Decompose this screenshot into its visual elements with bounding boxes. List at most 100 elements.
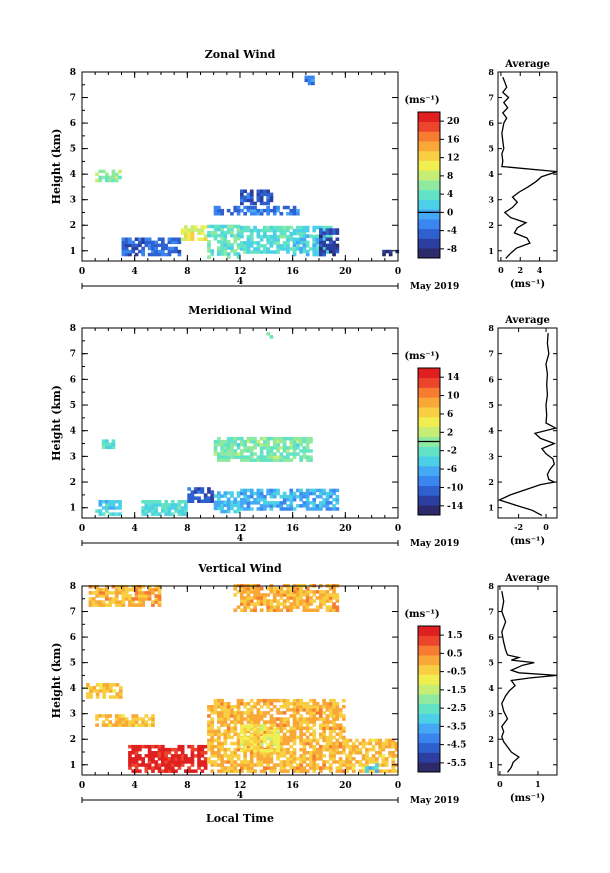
heatmap-cell (272, 769, 277, 773)
heatmap-cell (187, 496, 191, 500)
heatmap-cell (98, 603, 103, 607)
heatmap-cell (253, 498, 257, 502)
heatmap-cell (368, 766, 373, 770)
heatmap-cell (233, 455, 238, 459)
heatmap-cell (378, 769, 382, 773)
heatmap-cell (233, 500, 238, 504)
heatmap-cell (246, 763, 251, 767)
heatmap-cell (342, 729, 346, 733)
heatmap-cell (151, 600, 155, 604)
avg-y-tick-label: 2 (488, 220, 494, 230)
heatmap-cell (358, 747, 363, 752)
heatmap-cell (256, 754, 261, 758)
heatmap-cell (154, 252, 159, 257)
heatmap-cell (230, 705, 234, 709)
colorbar-tick-label: 16 (447, 135, 460, 145)
heatmap-cell (292, 252, 297, 257)
heatmap-cell (154, 509, 159, 513)
heatmap-cell (332, 498, 336, 502)
heatmap-cell (236, 757, 241, 761)
heatmap-cell (256, 443, 261, 447)
heatmap-cell (312, 729, 317, 733)
heatmap-cell (190, 234, 195, 238)
heatmap-cell (161, 769, 165, 773)
heatmap-cell (302, 593, 307, 597)
heatmap-cell (282, 766, 287, 770)
heatmap-cell (249, 705, 254, 709)
heatmap-cell (342, 726, 346, 730)
heatmap-cell (266, 228, 270, 233)
heatmap-cell (289, 602, 294, 606)
heatmap-cell (319, 602, 323, 606)
heatmap-cell (279, 720, 284, 724)
heatmap-cell (217, 751, 221, 755)
heatmap-cell (259, 458, 264, 462)
heatmap-cell (282, 590, 287, 594)
heatmap-cell (289, 458, 294, 462)
heatmap-cell (381, 760, 386, 764)
y-tick-label: 5 (70, 145, 76, 155)
heatmap-cell (263, 760, 267, 764)
heatmap-cell (180, 744, 185, 749)
heatmap-cell (302, 501, 307, 505)
heatmap-cell (118, 588, 122, 592)
heatmap-cell (246, 720, 251, 724)
heatmap-cell (345, 760, 349, 764)
heatmap-cell (184, 228, 188, 232)
heatmap-cell (345, 741, 349, 746)
heatmap-cell (263, 757, 267, 761)
colorbar-tick-label: 20 (447, 117, 460, 127)
heatmap-cell (322, 729, 326, 733)
heatmap-cell (243, 727, 247, 731)
heatmap-cell (302, 231, 307, 236)
heatmap-cell (220, 702, 224, 706)
heatmap-cell (302, 769, 307, 773)
heatmap-cell (312, 498, 317, 502)
heatmap-cell (184, 506, 188, 510)
heatmap-cell (253, 590, 257, 594)
heatmap-cell (147, 744, 152, 749)
heatmap-cell (272, 590, 277, 594)
heatmap-cell (289, 593, 294, 597)
heatmap-cell (180, 500, 185, 504)
heatmap-cell (101, 506, 106, 510)
heatmap-cell (292, 714, 297, 718)
heatmap-cell (220, 732, 224, 737)
heatmap-cell (207, 741, 211, 746)
heatmap-cell (256, 488, 261, 493)
heatmap-cell (141, 720, 145, 724)
heatmap-cell (289, 231, 294, 236)
heatmap-cell (269, 766, 274, 770)
heatmap-cell (184, 754, 188, 758)
heatmap-cell (167, 760, 172, 764)
heatmap-cell (131, 246, 136, 251)
heatmap-cell (147, 754, 152, 758)
heatmap-cell (319, 732, 323, 737)
heatmap-cell (154, 760, 159, 764)
heatmap-cell (233, 249, 238, 253)
heatmap-cell (134, 757, 139, 761)
heatmap-cell (299, 769, 303, 773)
heatmap-cell (154, 744, 159, 749)
heatmap-cell (223, 711, 228, 715)
y-tick-label: 6 (70, 633, 76, 643)
heatmap-cell (292, 587, 297, 591)
heatmap-cell (233, 711, 238, 715)
heatmap-cell (220, 763, 224, 767)
heatmap-cell (263, 724, 267, 728)
heatmap-cell (249, 238, 254, 242)
heatmap-cell (263, 711, 267, 715)
heatmap-cell (213, 754, 218, 758)
heatmap-cell (236, 717, 241, 721)
heatmap-cell (256, 455, 261, 459)
heatmap-cell (249, 754, 254, 758)
heatmap-cell (236, 230, 241, 235)
heatmap-cell (217, 443, 221, 447)
heatmap-cell (328, 769, 333, 773)
heatmap-cell (302, 608, 307, 612)
heatmap-cell (282, 705, 287, 709)
heatmap-cell (236, 708, 241, 712)
heatmap-cell (259, 452, 264, 456)
heatmap-cell (296, 240, 300, 245)
